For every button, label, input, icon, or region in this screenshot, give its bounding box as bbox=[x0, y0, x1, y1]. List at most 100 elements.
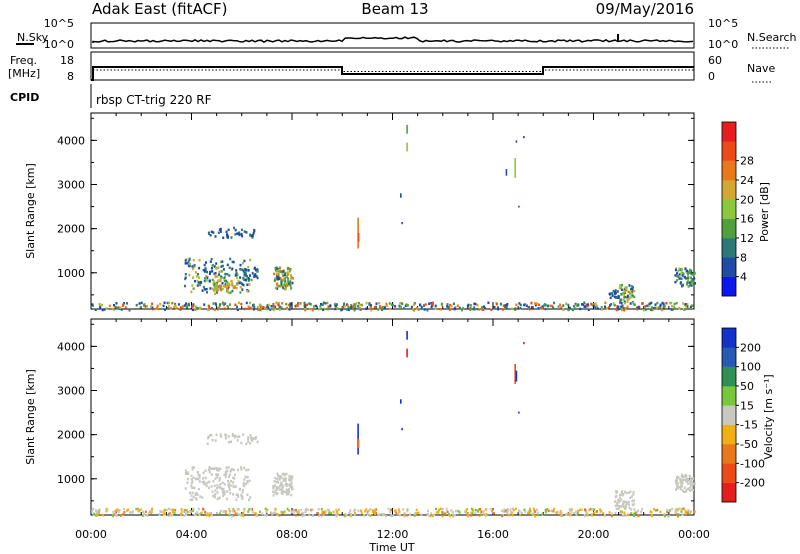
power-mark-227 bbox=[247, 279, 250, 282]
power-mark-740 bbox=[655, 306, 658, 310]
power-mark-983 bbox=[224, 302, 227, 305]
velocity-mark-631 bbox=[274, 508, 277, 512]
velocity-mark-158 bbox=[212, 480, 215, 483]
power-mark-874 bbox=[574, 307, 577, 310]
power-mark-959 bbox=[308, 302, 311, 305]
power-ytick-label-0: 1000 bbox=[57, 267, 85, 280]
power-mark-754 bbox=[270, 305, 273, 308]
power-mark-494 bbox=[674, 274, 677, 277]
velocity-mark-350 bbox=[620, 498, 623, 501]
velocity-mark-224 bbox=[274, 489, 277, 493]
velocity-mark-71 bbox=[213, 494, 216, 497]
power-mark-578 bbox=[661, 308, 664, 312]
velocity-mark-867 bbox=[242, 511, 245, 515]
velocity-mark-831 bbox=[544, 510, 547, 514]
power-mark-914 bbox=[273, 306, 276, 310]
power-colorbar-segment-2 bbox=[722, 238, 736, 258]
velocity-mark-26 bbox=[190, 478, 193, 481]
velocity-mark-18 bbox=[224, 475, 227, 479]
power-mark-150 bbox=[208, 279, 211, 282]
velocity-mark-412 bbox=[691, 485, 694, 488]
velocity-mark-767 bbox=[619, 512, 622, 515]
velocity-mark-580 bbox=[413, 514, 416, 517]
power-mark-768 bbox=[381, 305, 384, 309]
power-mark-195 bbox=[216, 288, 219, 292]
velocity-mark-81 bbox=[239, 466, 242, 469]
velocity-mark-842 bbox=[420, 513, 423, 516]
cpid-label: CPID bbox=[10, 91, 39, 104]
power-mark-871 bbox=[212, 302, 215, 305]
power-mark-435 bbox=[619, 286, 622, 290]
velocity-mark-328 bbox=[628, 503, 630, 506]
velocity-mark-285 bbox=[247, 437, 250, 441]
power-mark-310 bbox=[284, 273, 286, 277]
power-mark-906 bbox=[682, 302, 685, 305]
freq-tick-top: 18 bbox=[60, 54, 74, 67]
beam-title: Beam 13 bbox=[361, 0, 428, 18]
power-mark-148 bbox=[221, 264, 224, 268]
velocity-mark-336 bbox=[618, 496, 621, 500]
velocity-mark-584 bbox=[634, 511, 637, 514]
velocity-colorbar-segment-1 bbox=[722, 463, 736, 483]
velocity-mark-486 bbox=[377, 514, 380, 517]
velocity-mark-906 bbox=[305, 507, 307, 511]
velocity-mark-693 bbox=[637, 509, 640, 513]
power-mark-496 bbox=[686, 281, 689, 284]
velocity-mark-524 bbox=[118, 509, 121, 512]
velocity-mark-62 bbox=[203, 480, 206, 484]
velocity-mark-27 bbox=[237, 495, 240, 498]
power-mark-400 bbox=[623, 288, 626, 291]
power-mark-333 bbox=[275, 273, 278, 276]
velocity-mark-763 bbox=[567, 512, 570, 515]
velocity-mark-571 bbox=[402, 508, 405, 511]
velocity-mark-552 bbox=[360, 511, 363, 515]
velocity-mark-306 bbox=[623, 490, 626, 494]
velocity-mark-87 bbox=[217, 473, 220, 476]
power-mark-999 bbox=[506, 302, 509, 306]
velocity-mark-290 bbox=[249, 442, 252, 445]
power-mark-635 bbox=[309, 303, 312, 306]
velocity-mark-633 bbox=[432, 514, 434, 518]
power-mark-657 bbox=[505, 304, 508, 307]
power-mark-233 bbox=[251, 272, 254, 275]
velocity-mark-899 bbox=[445, 507, 448, 511]
power-mark-463 bbox=[678, 277, 681, 280]
power-mark-654 bbox=[423, 304, 425, 307]
velocity-mark-361 bbox=[689, 483, 692, 487]
velocity-mark-840 bbox=[405, 514, 408, 517]
velocity-mark-502 bbox=[233, 510, 236, 513]
velocity-mark-760 bbox=[180, 508, 183, 511]
power-mark-622 bbox=[528, 307, 531, 311]
power-mark-643 bbox=[671, 305, 674, 308]
power-mark-490 bbox=[690, 272, 692, 275]
power-mark-594 bbox=[439, 308, 442, 311]
power-mark-877 bbox=[278, 308, 281, 311]
velocity-mark-304 bbox=[628, 491, 631, 494]
velocity-streak-7 bbox=[400, 399, 402, 404]
velocity-mark-793 bbox=[171, 510, 174, 514]
velocity-mark-72 bbox=[201, 480, 204, 484]
velocity-mark-869 bbox=[145, 513, 148, 517]
power-mark-356 bbox=[226, 233, 228, 236]
velocity-mark-677 bbox=[222, 510, 225, 514]
velocity-mark-40 bbox=[243, 478, 246, 481]
velocity-mark-92 bbox=[226, 490, 229, 493]
power-mark-804 bbox=[608, 306, 611, 309]
velocity-colorbar-label-5: 50 bbox=[740, 380, 754, 393]
power-mark-670 bbox=[327, 305, 330, 308]
power-mark-17 bbox=[231, 260, 234, 264]
power-mark-619 bbox=[476, 303, 479, 307]
power-mark-601 bbox=[179, 308, 182, 311]
power-mark-760 bbox=[612, 302, 615, 305]
velocity-mark-239 bbox=[289, 476, 292, 480]
power-mark-738 bbox=[431, 303, 433, 306]
velocity-mark-558 bbox=[576, 511, 579, 515]
velocity-mark-357 bbox=[631, 499, 634, 503]
power-mark-1007 bbox=[594, 306, 597, 309]
power-mark-865 bbox=[587, 308, 590, 311]
power-mark-732 bbox=[289, 305, 292, 308]
velocity-mark-835 bbox=[654, 509, 657, 512]
power-mark-868 bbox=[269, 308, 272, 312]
velocity-mark-3 bbox=[227, 483, 230, 487]
power-mark-247 bbox=[279, 284, 282, 288]
